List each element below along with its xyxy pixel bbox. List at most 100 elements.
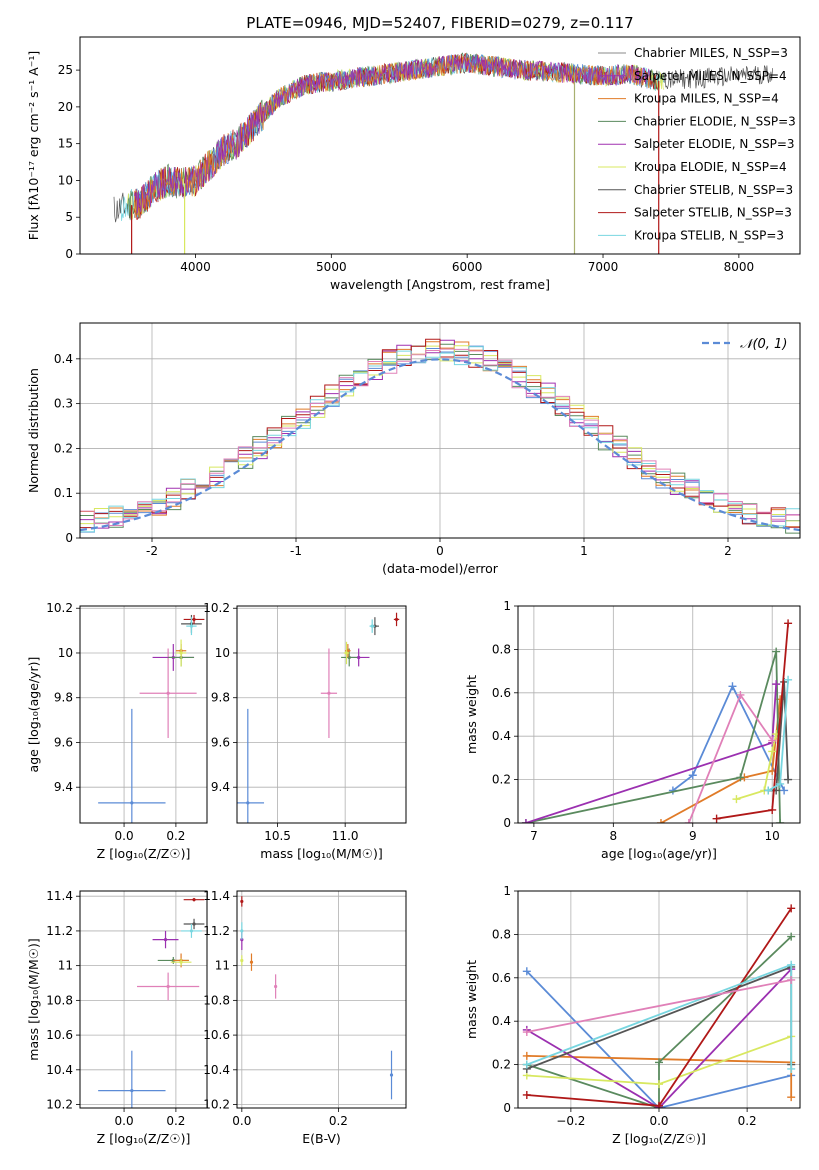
data-point: [274, 984, 278, 989]
x-tick-label: 8: [610, 829, 618, 843]
y-tick-label: 10.8: [46, 993, 73, 1007]
weight-marker: [522, 967, 531, 976]
x-tick-label: 1: [580, 544, 588, 558]
figure-title: PLATE=0946, MJD=52407, FIBERID=0279, z=0…: [246, 14, 633, 32]
data-point: [370, 624, 374, 628]
mass-vs-ebv-panel: 0.0 0.2 10.2 10.4 10.6 10.8 11 11.2 11.4 E(B-V): [203, 889, 407, 1146]
weight-series-line: [526, 970, 792, 1108]
errorbar-points: [98, 897, 205, 1108]
axes-frame: [517, 605, 801, 824]
y-tick-label: 10.6: [46, 1028, 73, 1042]
y-tick-label: 11.2: [46, 924, 73, 938]
weight-marker: [736, 690, 745, 699]
x-tick-label: 4000: [180, 260, 211, 274]
weight-marker: [787, 904, 796, 913]
data-point: [240, 958, 244, 963]
errorbar-points: [240, 896, 394, 1100]
legend-label: Salpeter MILES, N_SSP=4: [634, 69, 787, 83]
data-point: [130, 801, 134, 805]
data-point: [189, 624, 194, 628]
weight-series-line: [687, 693, 773, 823]
data-point: [344, 651, 349, 655]
weight-marker: [684, 819, 693, 823]
data-point: [179, 651, 183, 655]
y-tick-label: 0.1: [54, 486, 73, 500]
legend-label: Chabrier MILES, N_SSP=3: [634, 46, 788, 60]
y-tick-label: 9.4: [54, 780, 73, 794]
errorbar-points: [237, 612, 400, 823]
y-tick-label: 0.8: [492, 642, 511, 656]
gaussian-curve: [80, 358, 800, 532]
y-tick-label: 0.4: [492, 1014, 511, 1028]
y-tick-label: 25: [58, 63, 73, 77]
weight-marker: [772, 680, 781, 689]
weight-marker: [712, 814, 721, 823]
x-tick-label: 5000: [316, 260, 347, 274]
weight-lines: [521, 619, 793, 823]
y-tick-label: 10.2: [203, 1098, 230, 1112]
data-point: [189, 929, 194, 933]
y-tick-label: 0: [503, 1101, 511, 1115]
y-axis-label: age [log₁₀(age/yr)]: [26, 657, 41, 773]
y-tick-label: 10.8: [203, 993, 230, 1007]
age-vs-metallicity-panel: 0.0 0.2 9.4 9.6 9.8 10 10.2 Z [log₁₀(Z/Z☉)] age …: [26, 601, 208, 861]
weight-marker: [787, 932, 796, 941]
x-tick-label: 0.0: [115, 1114, 134, 1128]
x-axis-label: E(B-V): [302, 1131, 341, 1146]
y-tick-label: 0.2: [492, 1058, 511, 1072]
y-tick-label: 10.2: [46, 1098, 73, 1112]
data-point: [192, 898, 196, 902]
y-tick-label: 9.8: [54, 691, 73, 705]
data-point: [357, 655, 361, 660]
x-axis-label: age [log₁₀(age/yr)]: [601, 846, 717, 861]
weight-marker: [768, 736, 777, 745]
weight-marker: [521, 819, 530, 823]
weight-marker: [772, 647, 781, 656]
y-tick-label: 10.2: [46, 601, 73, 615]
legend-label: Chabrier ELODIE, N_SSP=3: [634, 114, 796, 128]
axes-frame: [236, 605, 407, 824]
legend-label: Kroupa MILES, N_SSP=4: [634, 92, 779, 106]
y-tick-label: 0: [65, 531, 73, 545]
y-tick-label: 9.6: [54, 735, 73, 749]
y-tick-label: 15: [58, 137, 73, 151]
data-point: [166, 984, 170, 989]
y-axis-label: mass weight: [464, 960, 479, 1039]
y-tick-label: 9.8: [211, 691, 230, 705]
legend-label: Kroupa ELODIE, N_SSP=4: [634, 160, 787, 174]
x-axis-label: wavelength [Angstrom, rest frame]: [330, 277, 550, 292]
data-point: [240, 929, 244, 933]
y-tick-label: 11: [215, 959, 230, 973]
data-point: [166, 691, 170, 695]
weight-marker: [768, 805, 777, 814]
data-point: [179, 960, 183, 964]
x-tick-label: 11.0: [332, 829, 359, 843]
x-tick-label: −0.2: [556, 1114, 585, 1128]
y-axis-label: mass [log₁₀(M/M☉)]: [26, 938, 41, 1060]
y-tick-label: 5: [65, 210, 73, 224]
x-tick-label: 0.0: [649, 1114, 668, 1128]
weight-marker: [784, 619, 793, 628]
weight-lines: [522, 904, 796, 1108]
x-axis-label: Z [log₁₀(Z/Z☉)]: [97, 846, 191, 861]
spectrum-lines: [113, 52, 773, 254]
y-tick-label: 9.6: [211, 735, 230, 749]
x-tick-label: 10: [765, 829, 780, 843]
weight-series-line: [526, 968, 792, 1108]
axes-frame: [79, 605, 208, 824]
y-tick-label: 0.8: [492, 927, 511, 941]
axes-frame: [79, 890, 208, 1109]
axes-frame: [79, 322, 801, 539]
y-tick-label: 11.2: [203, 924, 230, 938]
residual-histogram-panel: -2 -1 0 1 2 0 0.1 0.2 0.3 0.4 (data-model)/error No…: [26, 322, 801, 576]
y-tick-label: 0.6: [492, 971, 511, 985]
x-axis-label: (data-model)/error: [382, 561, 499, 576]
y-tick-label: 1: [503, 884, 511, 898]
weight-marker: [728, 682, 737, 691]
y-tick-label: 11.4: [46, 889, 73, 903]
data-point: [240, 938, 244, 942]
axes-frame: [236, 890, 407, 1109]
weight-marker: [522, 1090, 531, 1099]
y-tick-label: 10: [58, 646, 73, 660]
weight-series-line: [526, 979, 792, 1033]
